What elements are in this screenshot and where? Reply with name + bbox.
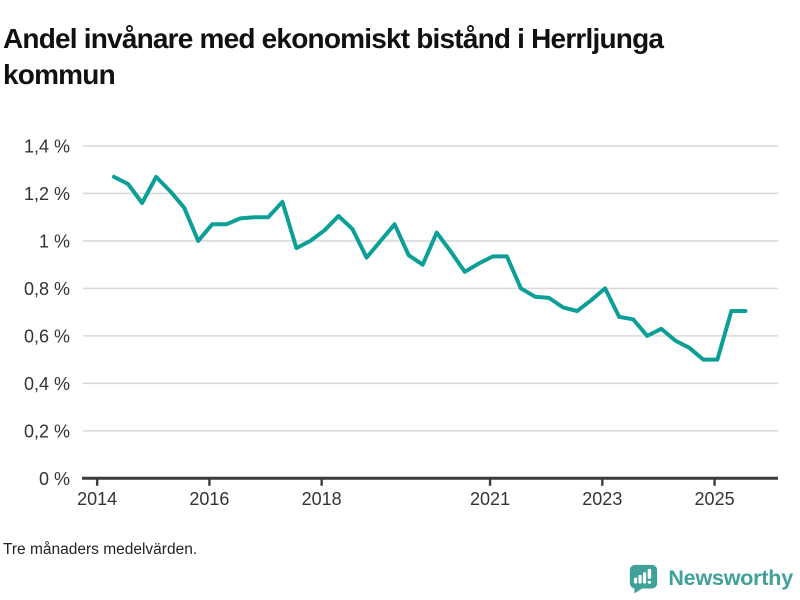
y-axis-label: 0 % xyxy=(39,469,70,489)
chart-footnote: Tre månaders medelvärden. xyxy=(3,541,198,558)
x-axis-label: 2025 xyxy=(695,489,735,509)
x-axis-label: 2016 xyxy=(189,489,229,509)
y-axis-label: 0,8 % xyxy=(24,279,70,299)
y-axis-label: 1,4 % xyxy=(24,137,70,157)
data-line-series xyxy=(112,174,748,362)
bar-chart-speech-bubble-icon xyxy=(630,564,658,594)
y-axis-label: 1 % xyxy=(39,231,70,251)
y-axis-label: 0,6 % xyxy=(24,326,70,346)
y-axis-label: 0,4 % xyxy=(24,374,70,394)
x-axis-label: 2018 xyxy=(302,489,342,509)
y-axis-label: 1,2 % xyxy=(24,184,70,204)
y-axis-label: 0,2 % xyxy=(24,421,70,441)
x-axis-label: 2021 xyxy=(470,489,510,509)
x-axis-label: 2023 xyxy=(582,489,622,509)
page-title: Andel invånare med ekonomiskt bistånd i … xyxy=(3,22,664,90)
brand-name: Newsworthy xyxy=(668,566,793,590)
x-axis-label: 2014 xyxy=(77,489,117,509)
newsworthy-logo[interactable]: Newsworthy xyxy=(628,563,793,594)
